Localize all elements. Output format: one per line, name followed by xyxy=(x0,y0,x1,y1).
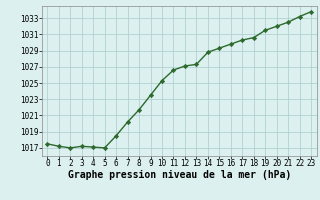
X-axis label: Graphe pression niveau de la mer (hPa): Graphe pression niveau de la mer (hPa) xyxy=(68,170,291,180)
